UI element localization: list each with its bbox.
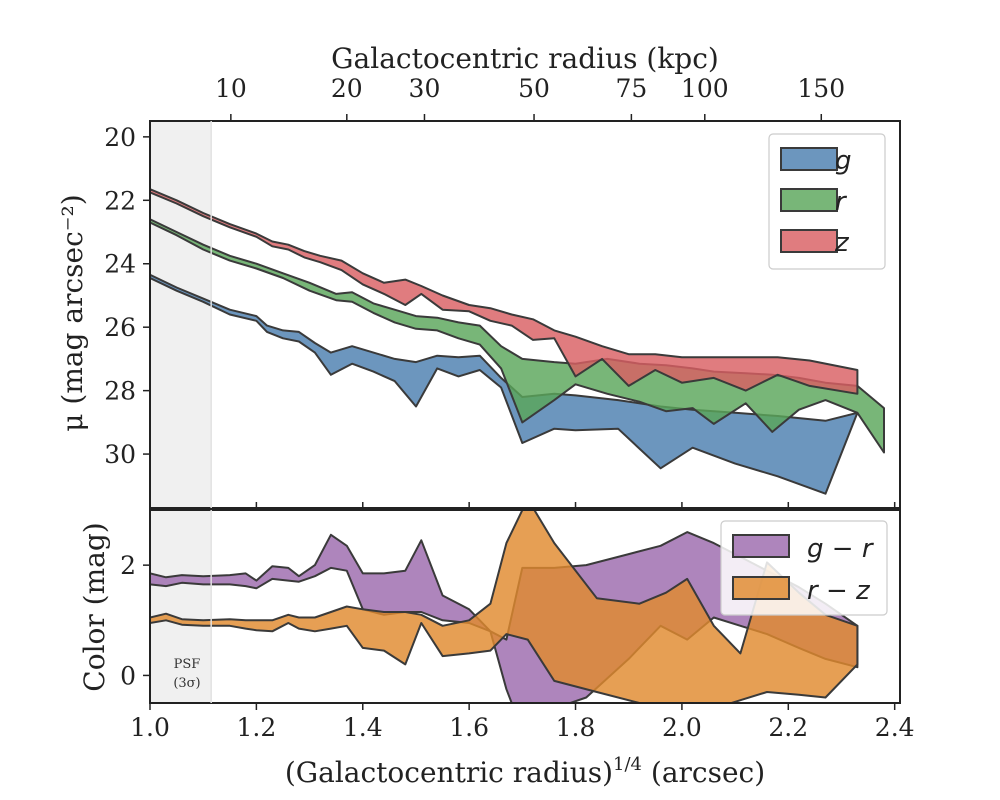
legend-label: r (835, 187, 848, 217)
secondary-tick-label: 150 (797, 74, 845, 103)
y-tick-label: 22 (104, 186, 136, 215)
color-panel (150, 510, 859, 703)
x-tick-label: 1.6 (449, 713, 489, 742)
y-tick-label: 26 (104, 313, 136, 342)
x-tick-label: 2.0 (662, 713, 702, 742)
band-series-0 (150, 273, 859, 495)
legend-label: g − r (807, 534, 875, 564)
psf-region-bottom (150, 510, 212, 703)
x-axis-title-main: (Galactocentric radius) (285, 756, 613, 789)
bottom-axes-frame (149, 509, 901, 704)
legend-swatch (732, 576, 790, 600)
legend-label: g (835, 146, 852, 176)
x-tick-label: 1.4 (343, 713, 383, 742)
secondary-x-axis-title: Galactocentric radius (kpc) (331, 42, 719, 75)
x-axis-title-suffix: (arcsec) (642, 756, 765, 789)
legend-bands: grz (768, 133, 886, 270)
x-tick-label: 2.4 (875, 713, 915, 742)
top-axes-frame (149, 120, 901, 509)
psf-label: PSF (174, 657, 201, 672)
bottom-y-axis-title: Color (mag) (78, 522, 111, 691)
y-tick-label: 30 (104, 440, 136, 469)
legend-label: z (834, 228, 850, 258)
x-axis-title-superscript: 1/4 (613, 754, 642, 775)
bottom-panel-ticks: 0 2 1.0 1.2 1.4 1.6 1.8 2.0 2.2 2.4 (120, 551, 914, 742)
legend-swatch (780, 229, 838, 253)
top-y-axis-title: μ (mag arcsec⁻²) (56, 194, 89, 431)
secondary-tick-label: 75 (615, 74, 647, 103)
y-tick-label: 0 (120, 661, 136, 690)
x-tick-label: 1.8 (556, 713, 596, 742)
secondary-tick-label: 20 (331, 74, 363, 103)
psf-region-top (150, 121, 212, 508)
y-tick-label: 20 (104, 123, 136, 152)
legend-colors: g − r r − z (720, 520, 888, 616)
y-tick-label: 28 (104, 377, 136, 406)
surface-brightness-panel (150, 188, 885, 495)
legend-swatch (780, 188, 838, 212)
secondary-tick-label: 100 (681, 74, 729, 103)
band-series-2 (150, 188, 859, 395)
secondary-tick-label: 50 (518, 74, 550, 103)
top-panel-ticks: 20 22 24 26 28 30 (104, 123, 896, 508)
legend-swatch (780, 147, 838, 171)
x-tick-label: 1.2 (237, 713, 277, 742)
secondary-x-axis: 10 20 30 50 75 100 150 (215, 74, 845, 121)
legend-label: r − z (807, 576, 871, 606)
x-tick-label: 2.2 (768, 713, 808, 742)
legend-swatch (732, 534, 790, 558)
secondary-tick-label: 10 (215, 74, 247, 103)
secondary-tick-label: 30 (409, 74, 441, 103)
psf-sigma-label: (3σ) (173, 676, 200, 691)
y-tick-label: 2 (120, 551, 136, 580)
band-series-1 (150, 510, 859, 703)
bottom-x-axis-title: (Galactocentric radius)1/4 (arcsec) (285, 754, 765, 789)
band-series-1 (150, 218, 885, 454)
y-tick-label: 24 (104, 250, 136, 279)
x-tick-label: 1.0 (130, 713, 170, 742)
band-series-0 (150, 531, 859, 703)
